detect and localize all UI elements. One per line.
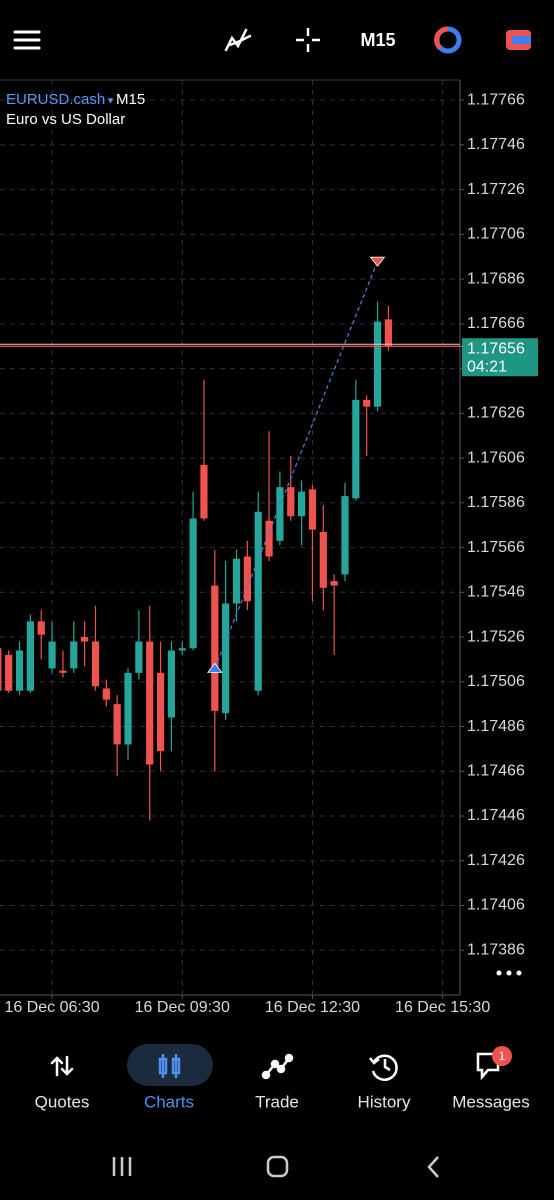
- y-tick-label: 1.17766: [467, 91, 525, 108]
- y-tick-label: 1.17706: [467, 226, 525, 243]
- candle-body: [243, 556, 251, 602]
- y-tick-label: 1.17566: [467, 539, 525, 556]
- candle-body: [222, 603, 230, 714]
- grid: 1.17766 1.17746 1.17726 1.17706 1.17686 1.176…: [0, 80, 525, 1016]
- y-tick-label: 1.17606: [467, 449, 525, 466]
- price-label: 1.17656: [467, 340, 525, 357]
- deal-arrow: [369, 256, 386, 267]
- candle-body: [113, 704, 121, 745]
- candle-body: [124, 672, 132, 745]
- candle-body: [146, 641, 154, 765]
- countdown-label: 04:21: [467, 358, 507, 375]
- candle-body: [287, 487, 295, 517]
- symbol-name[interactable]: EURUSD.cash: [6, 91, 105, 108]
- candle-body: [189, 518, 197, 649]
- y-tick-label: 1.17586: [467, 494, 525, 511]
- y-tick-label: 1.17446: [467, 807, 525, 824]
- candle-body: [15, 650, 24, 691]
- candle-body: [330, 581, 338, 586]
- home-button[interactable]: [266, 1155, 289, 1178]
- candle-body: [341, 496, 349, 575]
- candle-body: [167, 650, 176, 718]
- y-tick-label: 1.17686: [467, 270, 525, 287]
- y-tick-label: 1.17526: [467, 628, 525, 645]
- y-tick-label: 1.17406: [467, 897, 525, 914]
- x-tick-label: 16 Dec 09:30: [135, 999, 230, 1016]
- candle-body: [319, 531, 327, 588]
- badge: [492, 1046, 512, 1066]
- y-tick-label: 1.17386: [467, 941, 525, 958]
- symbol-description: Euro vs US Dollar: [6, 111, 125, 128]
- quotes-icon: [50, 1055, 74, 1077]
- x-tick-label: 16 Dec 12:30: [265, 999, 360, 1016]
- candle-body: [135, 641, 143, 673]
- crosshair-button[interactable]: [296, 28, 320, 52]
- candle-body: [5, 654, 13, 691]
- price-label-box: [462, 338, 538, 377]
- candle-body: [0, 648, 2, 691]
- candle-body: [178, 648, 186, 651]
- candle-body: [232, 558, 241, 604]
- candle-body: [276, 487, 284, 541]
- nav-tab[interactable]: Charts: [144, 1092, 194, 1111]
- deal-connector: [214, 260, 379, 669]
- trade-icon: [261, 1053, 294, 1080]
- menu-button[interactable]: [13, 30, 41, 50]
- charts-icon: [158, 1054, 181, 1078]
- y-tick-label: 1.17726: [467, 181, 525, 198]
- nav-tab[interactable]: Quotes: [35, 1092, 90, 1111]
- chart-timeframe: M15: [116, 91, 145, 108]
- y-tick-label: 1.17486: [467, 718, 525, 735]
- y-tick-label: 1.17506: [467, 673, 525, 690]
- x-tick-label: 16 Dec 06:30: [4, 999, 99, 1016]
- candle-body: [211, 585, 219, 711]
- nav-tabs: Quotes Charts Trade History Messages: [35, 1092, 530, 1111]
- candle-body: [308, 489, 317, 530]
- y-tick-label: 1.17546: [467, 584, 525, 601]
- candles: [0, 301, 392, 821]
- candle-body: [91, 641, 100, 687]
- y-tick-label: 1.17466: [467, 763, 525, 780]
- candle-body: [200, 464, 208, 519]
- one-click-trading-button[interactable]: [434, 26, 462, 54]
- candle-body: [265, 520, 273, 557]
- y-tick-label: 1.17666: [467, 315, 525, 332]
- nav-tab[interactable]: History: [358, 1092, 411, 1111]
- more-button[interactable]: [496, 970, 522, 976]
- candle-body: [81, 637, 89, 642]
- recent-apps-button[interactable]: [112, 1157, 132, 1176]
- candle-body: [298, 491, 306, 517]
- candle-body: [37, 621, 45, 635]
- y-tick-label: 1.17626: [467, 405, 525, 422]
- nav-tab[interactable]: Trade: [255, 1092, 299, 1111]
- candle-body: [254, 511, 262, 691]
- badge-count: 1: [499, 1049, 506, 1063]
- history-icon: [369, 1054, 398, 1081]
- candle-body: [373, 321, 382, 407]
- timeframe-button[interactable]: M15: [360, 30, 395, 50]
- candle-body: [26, 621, 34, 691]
- symbol-dropdown[interactable]: ▼: [106, 95, 115, 105]
- back-button[interactable]: [427, 1156, 439, 1178]
- candle-body: [384, 319, 392, 347]
- candle-body: [156, 672, 165, 752]
- candle-body: [352, 399, 360, 499]
- nav-tab[interactable]: Messages: [452, 1092, 529, 1111]
- candle-body: [102, 688, 110, 700]
- indicators-button[interactable]: [224, 28, 252, 52]
- y-tick-label: 1.17746: [467, 136, 525, 153]
- candle-body: [59, 670, 67, 673]
- trade-button[interactable]: [506, 30, 531, 50]
- candle-body: [48, 641, 56, 669]
- x-tick-label: 16 Dec 15:30: [395, 999, 490, 1016]
- y-tick-label: 1.17426: [467, 852, 525, 869]
- deal-arrow: [206, 662, 223, 673]
- active-tab-pill: [127, 1044, 213, 1086]
- candle-body: [70, 641, 78, 669]
- candle-body: [363, 399, 371, 407]
